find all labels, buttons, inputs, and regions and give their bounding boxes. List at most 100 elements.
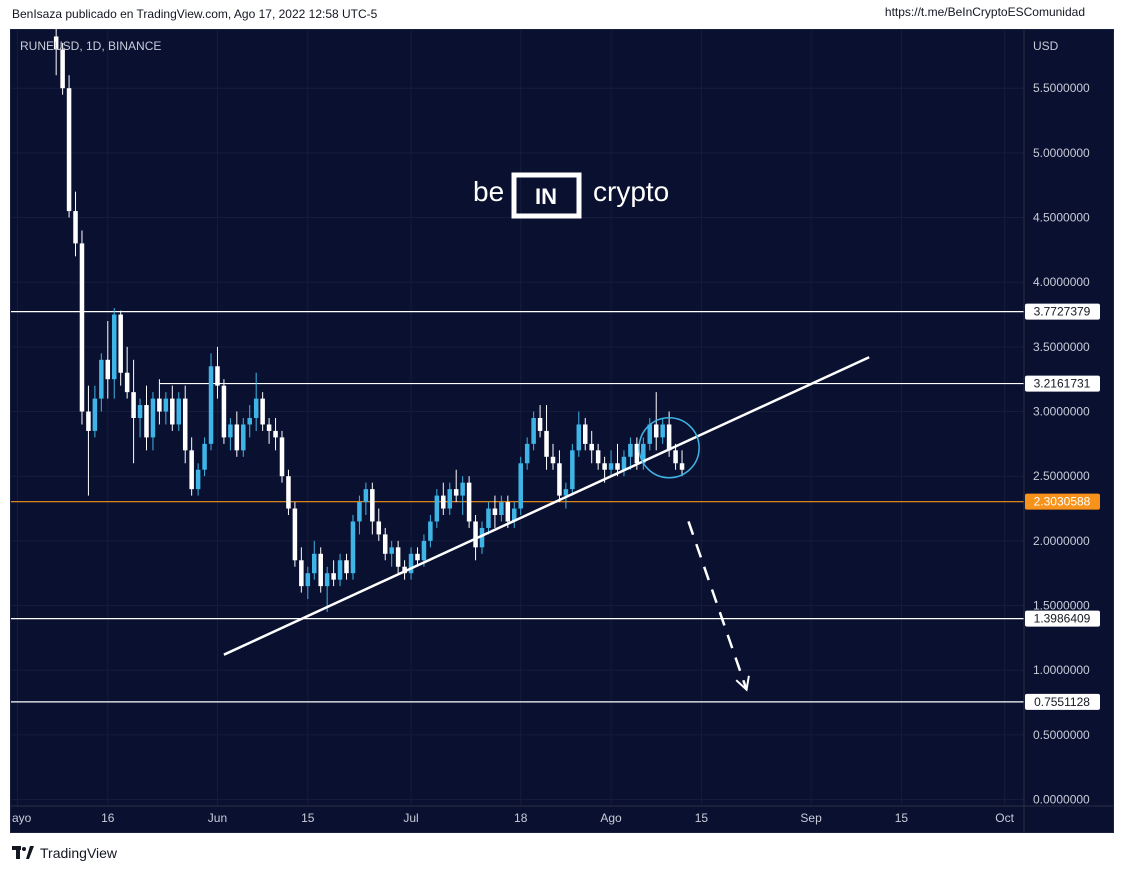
candle-up[interactable] [253, 372, 259, 431]
candle-down[interactable] [395, 540, 401, 574]
candle-down[interactable] [582, 418, 588, 451]
candle-down[interactable] [273, 418, 278, 451]
candle-down[interactable] [260, 392, 265, 431]
candle-up[interactable] [357, 495, 362, 535]
candle-up[interactable] [479, 521, 485, 554]
candle-down[interactable] [557, 450, 562, 503]
candle-up[interactable] [99, 353, 104, 412]
candle-down[interactable] [441, 482, 446, 515]
candle-down[interactable] [105, 321, 111, 399]
candle-up[interactable] [228, 418, 233, 451]
candle-down[interactable] [60, 42, 65, 95]
candle-up[interactable] [518, 456, 523, 515]
candle-down[interactable] [299, 547, 304, 593]
candle-up[interactable] [499, 495, 504, 522]
candle-down[interactable] [73, 191, 78, 257]
candle-up[interactable] [195, 463, 201, 496]
candle-up[interactable] [150, 392, 156, 451]
candle-down[interactable] [402, 560, 407, 580]
candle-up[interactable] [111, 308, 117, 399]
candle-down[interactable] [157, 379, 162, 425]
candle-up[interactable] [92, 385, 98, 438]
candle-down[interactable] [550, 443, 556, 470]
candle-down[interactable] [266, 418, 272, 444]
candle-up[interactable] [563, 482, 569, 509]
candle-down[interactable] [292, 502, 298, 567]
projection-arrow-line[interactable] [687, 521, 748, 691]
candle-up[interactable] [408, 547, 414, 580]
candle-up[interactable] [621, 450, 627, 477]
candle-up[interactable] [241, 418, 246, 457]
candle-down[interactable] [679, 450, 685, 477]
candle-down[interactable] [215, 346, 220, 399]
candle-down[interactable] [615, 443, 620, 477]
chart-frame[interactable] [10, 29, 1114, 833]
candle-down[interactable] [544, 405, 549, 470]
candle-up[interactable] [337, 553, 343, 587]
candle-body [512, 508, 517, 522]
candle-down[interactable] [189, 437, 194, 496]
candle-down[interactable] [537, 405, 543, 438]
candle-down[interactable] [595, 443, 601, 470]
candle-down[interactable] [286, 469, 291, 515]
candle-up[interactable] [460, 476, 465, 515]
candle-up[interactable] [350, 515, 356, 580]
candle-down[interactable] [182, 385, 188, 464]
candle-up[interactable] [531, 411, 536, 451]
candle-up[interactable] [163, 392, 169, 425]
candle-up[interactable] [176, 392, 182, 431]
candle-down[interactable] [492, 495, 498, 528]
candle-up[interactable] [447, 482, 453, 515]
community-link[interactable]: https://t.me/BeInCryptoESComunidad [884, 5, 1085, 19]
candle-down[interactable] [53, 23, 59, 76]
candle-down[interactable] [370, 482, 375, 535]
candle-down[interactable] [376, 508, 382, 541]
candle-down[interactable] [318, 547, 323, 593]
candle-up[interactable] [434, 489, 440, 528]
candle-down[interactable] [331, 560, 336, 587]
candle-down[interactable] [131, 359, 136, 464]
candle-down[interactable] [221, 379, 227, 444]
candle-down[interactable] [124, 346, 130, 399]
candle-down[interactable] [66, 75, 72, 218]
candle-body [544, 430, 549, 457]
candle-down[interactable] [79, 230, 85, 425]
candle-up[interactable] [524, 437, 530, 470]
candle-down[interactable] [344, 553, 349, 580]
candle-down[interactable] [118, 310, 123, 386]
candle-down[interactable] [144, 385, 149, 451]
candle-down[interactable] [170, 385, 175, 431]
candle-up[interactable] [247, 405, 252, 438]
candle-up[interactable] [512, 502, 517, 528]
breakdown-highlight-circle[interactable] [638, 416, 700, 479]
candle-down[interactable] [453, 469, 459, 503]
candle-up[interactable] [570, 443, 575, 496]
candle-up[interactable] [660, 418, 665, 444]
candle-up[interactable] [608, 450, 614, 477]
candle-up[interactable] [137, 398, 143, 438]
candle-up[interactable] [428, 515, 433, 548]
candle-up[interactable] [311, 540, 317, 580]
candle-up[interactable] [305, 566, 311, 600]
candle-down[interactable] [86, 385, 91, 496]
y-tick-label: 1.0000000 [1033, 663, 1090, 677]
candle-body [337, 560, 343, 580]
candle-up[interactable] [647, 418, 653, 451]
ascending-trendline[interactable] [223, 356, 870, 656]
candle-up[interactable] [628, 437, 633, 470]
candle-up[interactable] [324, 566, 330, 612]
candle-down[interactable] [589, 430, 594, 464]
candle-down[interactable] [466, 476, 472, 528]
candle-up[interactable] [208, 353, 214, 451]
candle-up[interactable] [486, 502, 491, 535]
candle-down[interactable] [673, 443, 678, 470]
candle-down[interactable] [234, 411, 240, 457]
candle-up[interactable] [389, 540, 394, 567]
candle-up[interactable] [576, 411, 582, 457]
candle-up[interactable] [202, 437, 207, 477]
candle-down[interactable] [279, 430, 285, 483]
candle-down[interactable] [415, 547, 420, 567]
candle-down[interactable] [382, 527, 388, 561]
candle-up[interactable] [363, 482, 369, 515]
